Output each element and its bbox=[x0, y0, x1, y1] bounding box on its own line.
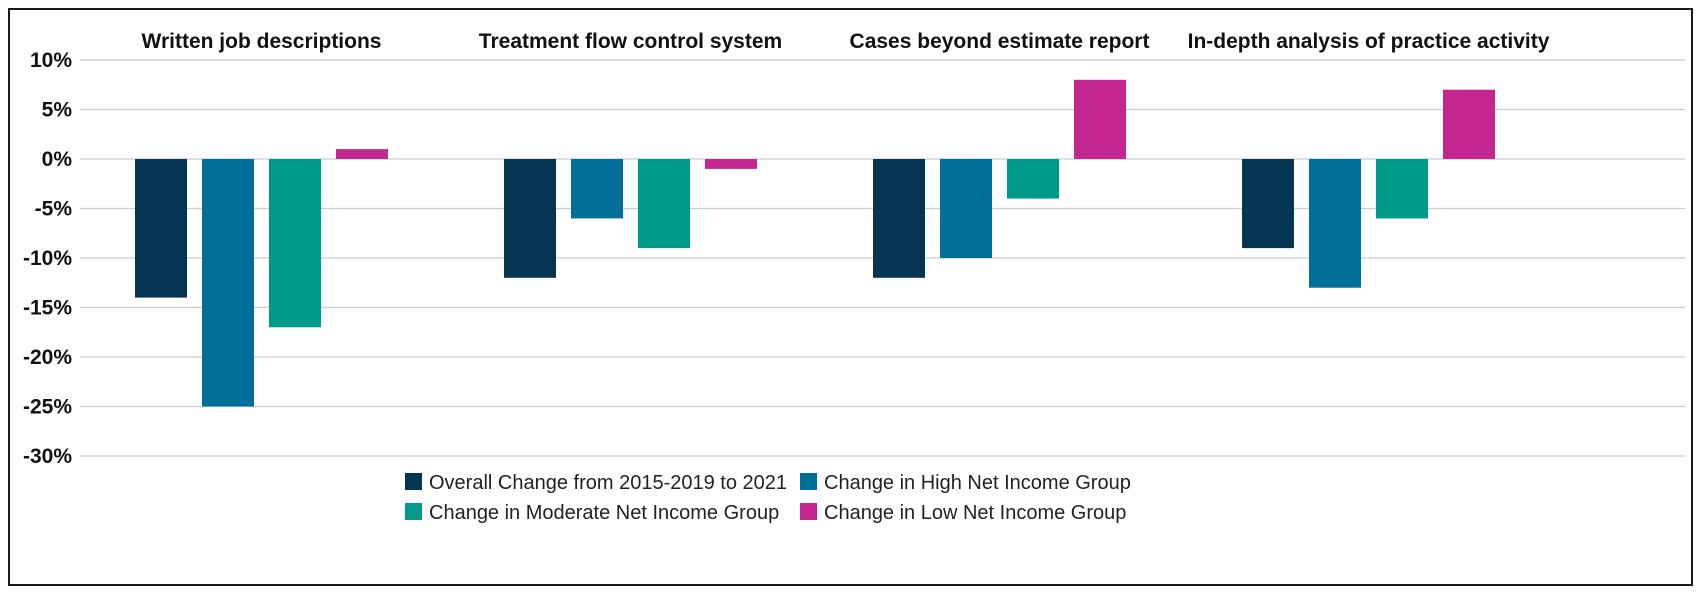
legend-swatch bbox=[800, 503, 817, 520]
bar bbox=[269, 159, 321, 328]
legend-label: Change in Moderate Net Income Group bbox=[429, 502, 779, 524]
group-title: Cases beyond estimate report bbox=[850, 30, 1150, 53]
y-tick-label: -30% bbox=[23, 445, 72, 468]
y-tick-label: 5% bbox=[42, 99, 73, 122]
bar bbox=[504, 159, 556, 278]
bar bbox=[1074, 79, 1126, 159]
bar bbox=[135, 159, 187, 298]
legend-item: Change in High Net Income Group bbox=[800, 472, 1131, 494]
legend-item: Change in Low Net Income Group bbox=[800, 502, 1126, 524]
bar bbox=[1242, 159, 1294, 249]
bar bbox=[571, 159, 623, 219]
bar bbox=[202, 159, 254, 407]
legend-swatch bbox=[405, 503, 422, 520]
y-axis-tick-labels: 10% 5% 0% -5% -10% -15% -20% -25% -30% bbox=[23, 49, 72, 468]
bar bbox=[1443, 89, 1495, 159]
bar bbox=[1007, 159, 1059, 199]
group-title: Written job descriptions bbox=[142, 30, 382, 53]
y-tick-label: -5% bbox=[35, 198, 73, 221]
legend-label: Overall Change from 2015-2019 to 2021 bbox=[429, 472, 787, 494]
legend-item: Change in Moderate Net Income Group bbox=[405, 502, 779, 524]
bar bbox=[336, 149, 388, 159]
bar bbox=[940, 159, 992, 258]
group-title: In-depth analysis of practice activity bbox=[1188, 30, 1550, 53]
y-tick-label: -15% bbox=[23, 297, 72, 320]
bar-chart: 10% 5% 0% -5% -10% -15% -20% -25% -30% Written j… bbox=[23, 30, 1685, 524]
legend: Overall Change from 2015-2019 to 2021 Cha… bbox=[405, 472, 1131, 524]
bar bbox=[1309, 159, 1361, 288]
group-titles: Written job descriptions Treatment flow c… bbox=[142, 30, 1550, 53]
bar bbox=[1376, 159, 1428, 219]
legend-swatch bbox=[405, 473, 422, 490]
y-tick-label: -25% bbox=[23, 396, 72, 419]
y-tick-label: 10% bbox=[30, 49, 72, 72]
bar bbox=[638, 159, 690, 249]
legend-item: Overall Change from 2015-2019 to 2021 bbox=[405, 472, 787, 494]
legend-label: Change in High Net Income Group bbox=[824, 472, 1131, 494]
y-tick-label: -10% bbox=[23, 247, 72, 270]
bar bbox=[873, 159, 925, 278]
legend-label: Change in Low Net Income Group bbox=[824, 502, 1126, 524]
group-title: Treatment flow control system bbox=[479, 30, 782, 53]
bar bbox=[705, 159, 757, 169]
bars bbox=[135, 79, 1495, 407]
y-tick-label: 0% bbox=[42, 148, 73, 171]
chart-frame: 10% 5% 0% -5% -10% -15% -20% -25% -30% Written j… bbox=[8, 8, 1693, 586]
y-tick-label: -20% bbox=[23, 346, 72, 369]
legend-swatch bbox=[800, 473, 817, 490]
